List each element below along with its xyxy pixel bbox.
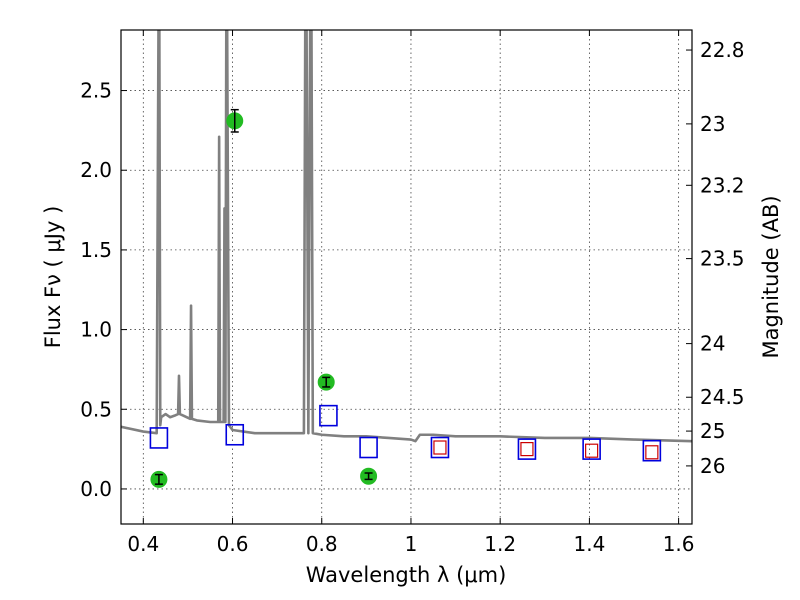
y2-tick-label: 24	[700, 332, 725, 356]
y2-axis-label: Magnitude (AB)	[759, 195, 783, 358]
y-tick-label: 0.0	[80, 477, 112, 501]
y2-tick-label: 23.5	[700, 247, 745, 271]
y2-tick-label: 23.2	[700, 173, 745, 197]
x-tick-label: 1	[405, 532, 418, 556]
x-tick-label: 0.8	[306, 532, 338, 556]
model-flux-box	[642, 439, 662, 462]
y2-tick-label: 26	[700, 454, 725, 478]
y-axis-label: Flux Fν ( μJy )	[41, 206, 65, 349]
y-tick-label: 2.5	[80, 79, 112, 103]
x-tick-label: 0.6	[217, 532, 249, 556]
y2-tick-label: 23	[700, 112, 725, 136]
model-flux-box	[225, 423, 245, 446]
data-layer	[121, 30, 692, 488]
spectrum-line	[121, 30, 692, 443]
model-flux-box	[517, 438, 537, 460]
y-tick-label: 1.5	[80, 238, 112, 262]
x-axis-label: Wavelength λ (μm)	[306, 563, 507, 587]
grid	[121, 30, 692, 524]
model-flux-inner-box	[520, 442, 534, 457]
ticks: 0.4 0.6 0.8 1 1.2 1.4 1.6 0.0 0.5 1.0 1.5 2.0 2.5 22.…	[80, 30, 745, 556]
y-tick-label: 0.5	[80, 397, 112, 421]
model-flux-box	[359, 436, 378, 459]
x-tick-label: 0.4	[127, 532, 159, 556]
model-flux-box	[582, 438, 601, 460]
y-tick-label: 1.0	[80, 318, 112, 342]
y-tick-label: 2.0	[80, 158, 112, 182]
model-flux-inner-box	[645, 445, 659, 460]
x-tick-label: 1.4	[573, 532, 605, 556]
plot-frame	[120, 29, 693, 525]
model-flux-box	[149, 427, 169, 449]
model-flux-inner-box	[585, 443, 599, 458]
plot-background	[121, 30, 692, 524]
model-flux-box	[319, 404, 338, 427]
y2-tick-label: 25	[700, 419, 725, 443]
x-tick-label: 1.6	[663, 532, 695, 556]
x-tick-label: 1.2	[484, 532, 516, 556]
y2-tick-label: 22.8	[700, 38, 745, 62]
model-flux-inner-box	[433, 440, 447, 455]
y2-tick-label: 24.5	[700, 385, 745, 409]
model-flux-box	[430, 436, 450, 459]
